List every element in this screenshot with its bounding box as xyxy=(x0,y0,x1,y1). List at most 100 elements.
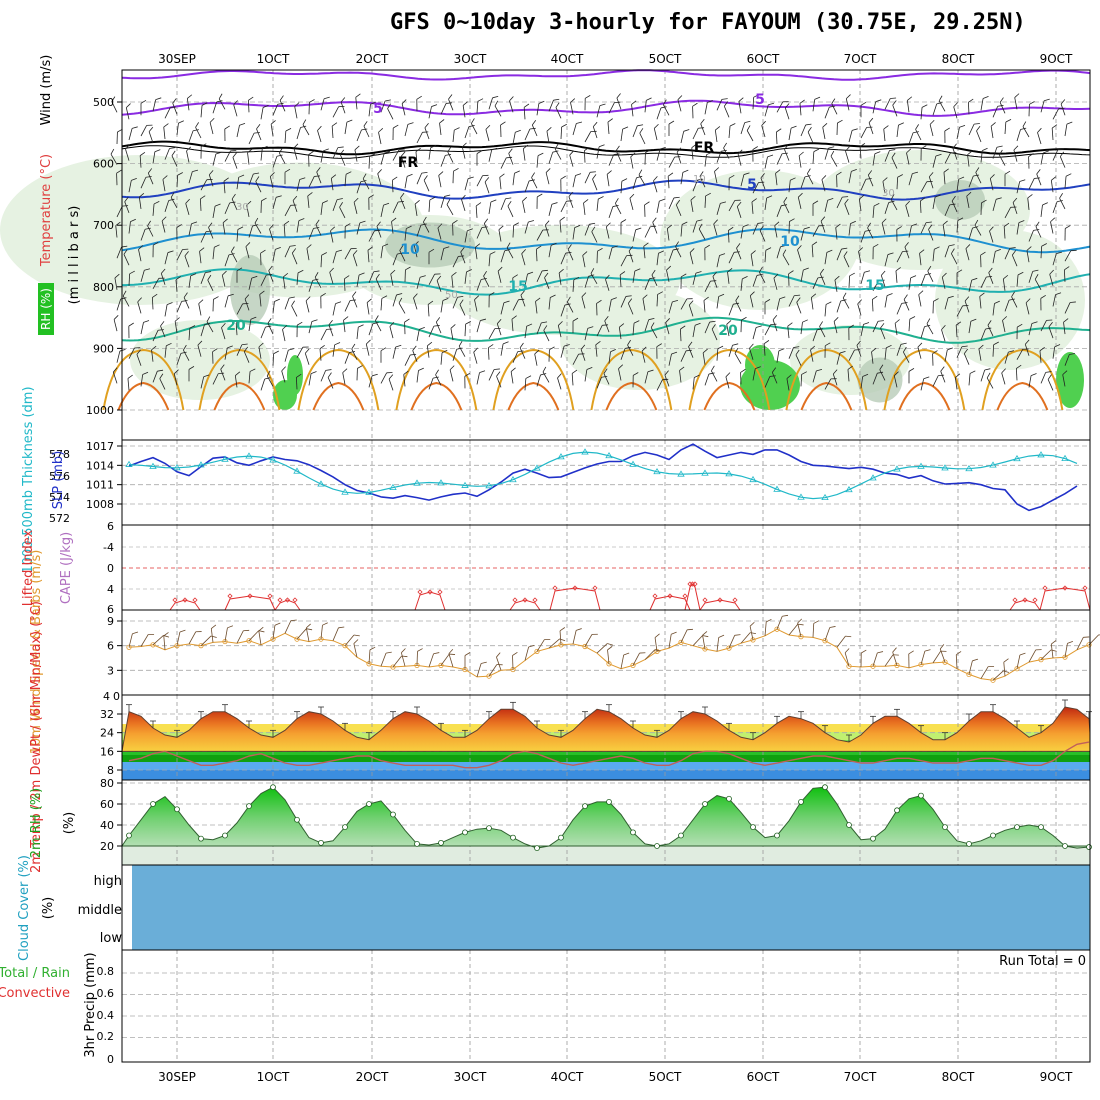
wind-barb-flag xyxy=(688,341,693,347)
wind-barb-staff xyxy=(704,154,707,167)
wind-barb xyxy=(512,298,525,311)
wind-barb-10m xyxy=(968,658,979,675)
wind-barb-staff xyxy=(926,323,934,335)
wind-barb-staff xyxy=(512,132,516,145)
wind-barb-staff xyxy=(938,100,946,112)
wind-barb-10m xyxy=(353,639,359,658)
wind-barb xyxy=(608,297,617,312)
wind-barb-staff xyxy=(797,197,802,209)
wind-barb-flag xyxy=(584,147,590,151)
wind-barb-flag xyxy=(160,268,166,274)
wind-barb-flag xyxy=(675,199,681,206)
wind-barb xyxy=(723,142,730,159)
wind-barb-staff xyxy=(604,320,610,333)
wind-barb-flag xyxy=(369,646,376,651)
wind-barb-staff xyxy=(857,303,862,316)
wind-barb-flag xyxy=(889,149,896,151)
wind-barb-staff xyxy=(812,99,816,112)
wind-barb-10m xyxy=(1003,658,1009,677)
wind-barb-staff xyxy=(392,655,402,668)
temperature-axis-label: Temperature (°C) xyxy=(39,154,54,267)
wind-barb xyxy=(185,198,190,216)
wind-barb-flag xyxy=(490,199,497,203)
thickness-line-marker xyxy=(749,475,757,483)
wind-barb-flag xyxy=(583,199,589,204)
wind-barb-flag xyxy=(147,168,153,174)
wind-barb xyxy=(988,267,994,284)
wind-barb-flag xyxy=(242,303,249,305)
dewpoint-line xyxy=(128,741,1090,769)
wind-barb-flag xyxy=(191,221,198,225)
wind-barb xyxy=(932,374,945,387)
lifted-index-marker xyxy=(652,593,658,599)
wind-barb-staff xyxy=(200,324,205,337)
wind-barb-staff xyxy=(627,344,634,356)
wind-barb xyxy=(464,228,473,243)
wind-barb-flag xyxy=(345,171,352,175)
wind-barb-flag xyxy=(836,171,842,176)
wind-barb xyxy=(439,119,445,136)
wind-barb xyxy=(209,117,215,135)
wind-speed-line-marker xyxy=(846,663,852,669)
wind-barb xyxy=(416,131,429,144)
wind-barb-flag xyxy=(733,302,740,305)
wind-barb-flag xyxy=(926,181,933,183)
wind-barb-flag xyxy=(509,96,514,102)
wind-barb-flag xyxy=(776,128,782,133)
wind-barb xyxy=(128,322,134,339)
wind-barb xyxy=(929,119,935,137)
wind-barb-flag xyxy=(893,654,899,656)
wind-barb-staff xyxy=(834,279,838,292)
wind-barb-flag xyxy=(867,222,871,229)
wind-barb-flag xyxy=(386,372,393,374)
wind-barb-flag xyxy=(545,168,551,173)
wind-barb-staff xyxy=(308,228,314,240)
wind-barb-10m xyxy=(844,648,850,667)
wind-barb xyxy=(917,342,923,359)
wind-barb-flag xyxy=(949,203,956,206)
wind-barb xyxy=(857,299,862,316)
wind-barb-staff xyxy=(151,349,154,362)
wind-barb-flag xyxy=(589,222,596,225)
wind-barb xyxy=(951,248,958,265)
wind-barb xyxy=(641,346,647,363)
wind-barb xyxy=(980,199,987,215)
wind-barb xyxy=(294,102,300,119)
slp-line xyxy=(128,443,1078,512)
wind-barb-staff xyxy=(164,345,167,358)
wind-barb-staff xyxy=(531,124,538,137)
wind-barb xyxy=(224,201,236,215)
wind-barb xyxy=(644,201,650,217)
wind-barb-flag xyxy=(783,197,788,203)
wind-barb-staff xyxy=(319,348,322,361)
wind-barb-flag xyxy=(927,265,932,272)
wind-barb xyxy=(596,196,604,211)
wind-barb-staff xyxy=(953,106,958,119)
wind-barb-flag xyxy=(665,318,670,323)
wind-barb-flag xyxy=(574,224,581,228)
wind-barb-staff xyxy=(716,99,723,111)
wind-barb xyxy=(344,223,351,239)
time-label-bottom: 9OCT xyxy=(1040,1070,1073,1084)
wind-barb-flag xyxy=(686,298,693,300)
wind-barb xyxy=(848,128,858,143)
wind-barb-flag xyxy=(506,156,513,159)
wind-barb-staff xyxy=(711,370,718,382)
isotherm-label: 10 xyxy=(780,234,800,250)
wind-barb-staff xyxy=(332,251,337,264)
wind-barb-flag xyxy=(797,245,802,250)
wind-barb xyxy=(199,195,206,211)
wind-barb-staff xyxy=(570,102,574,115)
wind-barb-flag xyxy=(913,131,919,134)
wind-barb-flag xyxy=(888,200,895,203)
wind-barb-staff xyxy=(968,280,973,292)
wind-barb-flag xyxy=(1050,217,1056,223)
wind-barb-staff xyxy=(848,171,852,184)
wind-barb xyxy=(308,319,318,334)
wind-barb-flag xyxy=(437,223,443,229)
wind-barb-10m xyxy=(1064,640,1074,658)
wind-barb-10m xyxy=(1040,649,1057,660)
wind-barb-staff xyxy=(255,181,262,193)
wind-barb xyxy=(231,193,238,211)
wind-barb-staff xyxy=(668,301,673,314)
